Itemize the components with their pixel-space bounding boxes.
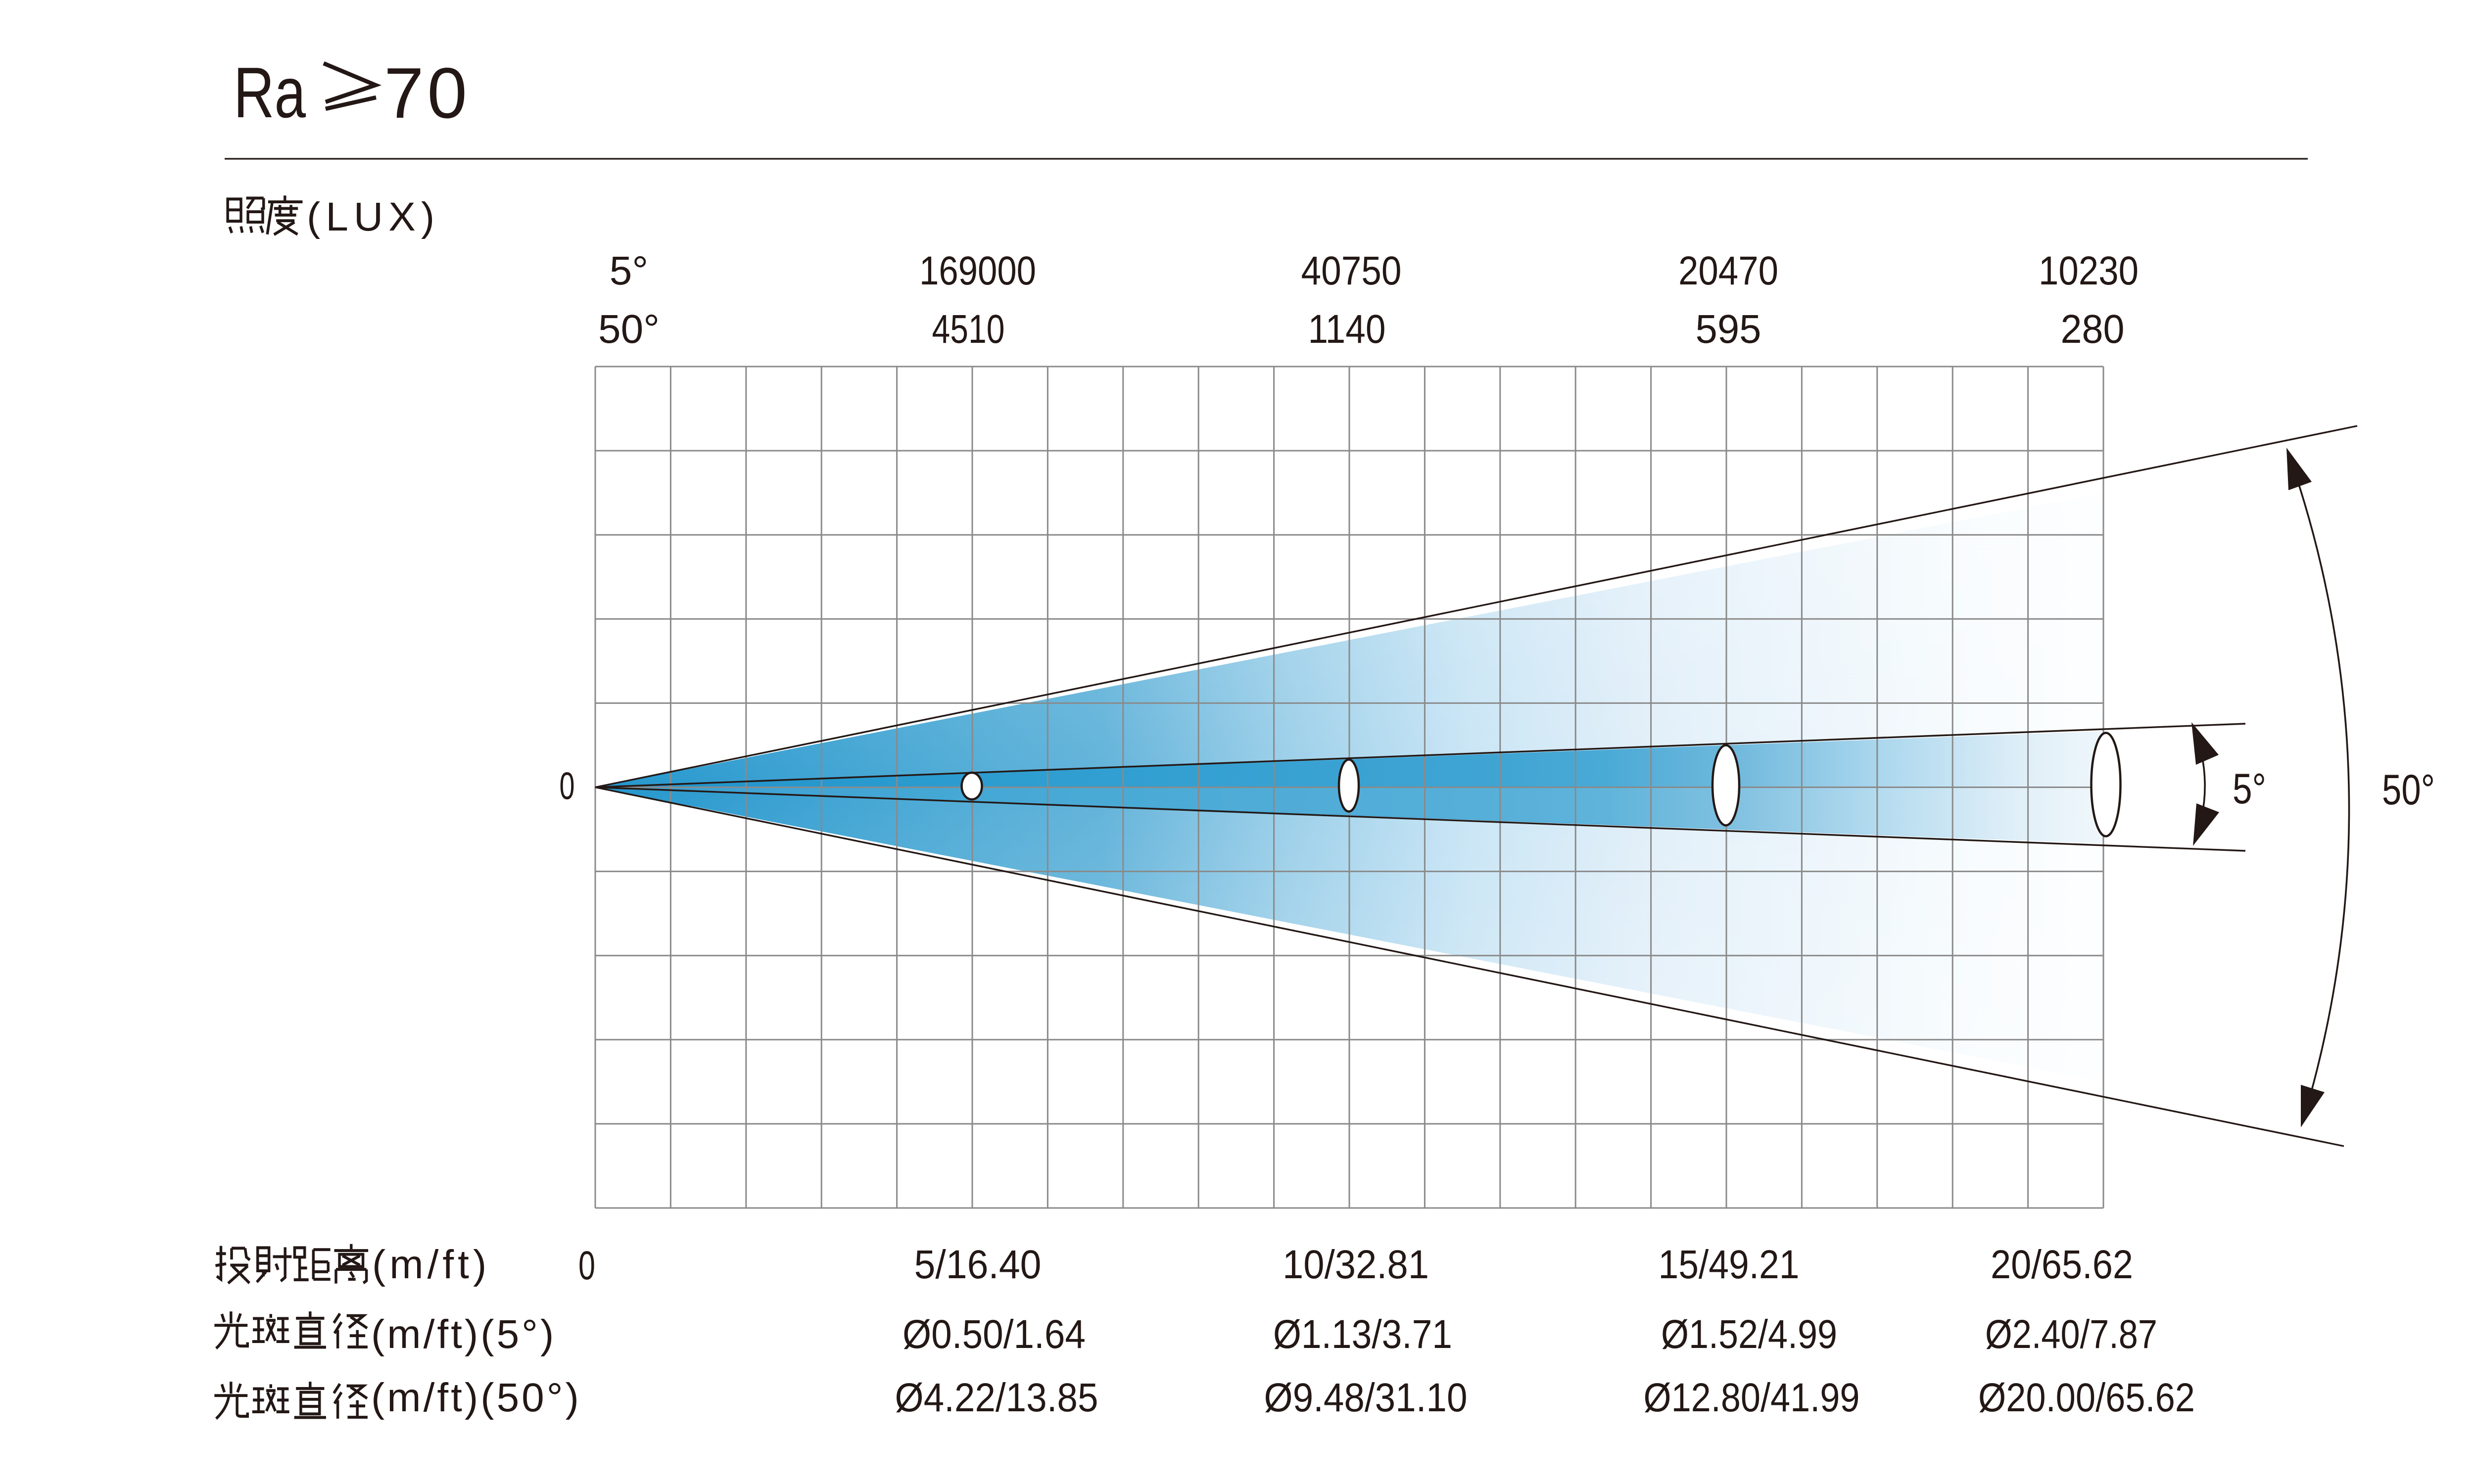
svg-text:Ø1.13/3.71: Ø1.13/3.71 (1273, 1312, 1452, 1357)
svg-text:Ø9.48/31.10: Ø9.48/31.10 (1264, 1375, 1468, 1420)
svg-text:5°: 5° (2233, 765, 2266, 813)
svg-text:169000: 169000 (919, 248, 1036, 293)
svg-text:595: 595 (1696, 307, 1761, 352)
svg-text:Ø12.80/41.99: Ø12.80/41.99 (1644, 1375, 1860, 1420)
svg-text:5/16.40: 5/16.40 (914, 1242, 1042, 1287)
svg-text:(m/ft)(50°): (m/ft)(50°) (371, 1375, 581, 1420)
svg-text:Ra: Ra (234, 52, 306, 133)
svg-text:4510: 4510 (932, 307, 1005, 352)
svg-text:Ø20.00/65.62: Ø20.00/65.62 (1978, 1375, 2195, 1420)
svg-text:Ø0.50/1.64: Ø0.50/1.64 (903, 1312, 1086, 1357)
svg-text:Ø2.40/7.87: Ø2.40/7.87 (1985, 1312, 2157, 1357)
svg-text:10230: 10230 (2039, 248, 2139, 293)
svg-text:(LUX): (LUX) (307, 194, 440, 239)
svg-text:280: 280 (2061, 307, 2125, 352)
svg-text:40750: 40750 (1301, 248, 1402, 293)
svg-text:10/32.81: 10/32.81 (1283, 1242, 1429, 1287)
svg-text:50°: 50° (598, 307, 660, 352)
svg-text:20470: 20470 (1678, 248, 1778, 293)
svg-text:Ø1.52/4.99: Ø1.52/4.99 (1661, 1312, 1837, 1357)
svg-text:0: 0 (578, 1243, 595, 1288)
svg-text:1140: 1140 (1308, 307, 1386, 352)
svg-text:Ø4.22/13.85: Ø4.22/13.85 (895, 1375, 1098, 1420)
svg-text:15/49.21: 15/49.21 (1659, 1242, 1800, 1287)
svg-text:0: 0 (560, 764, 575, 807)
svg-text:5°: 5° (610, 248, 648, 293)
svg-text:(m/ft): (m/ft) (372, 1242, 490, 1287)
svg-text:20/65.62: 20/65.62 (1991, 1242, 2133, 1287)
svg-text:(m/ft)(5°): (m/ft)(5°) (371, 1312, 556, 1357)
svg-text:50°: 50° (2382, 766, 2435, 814)
